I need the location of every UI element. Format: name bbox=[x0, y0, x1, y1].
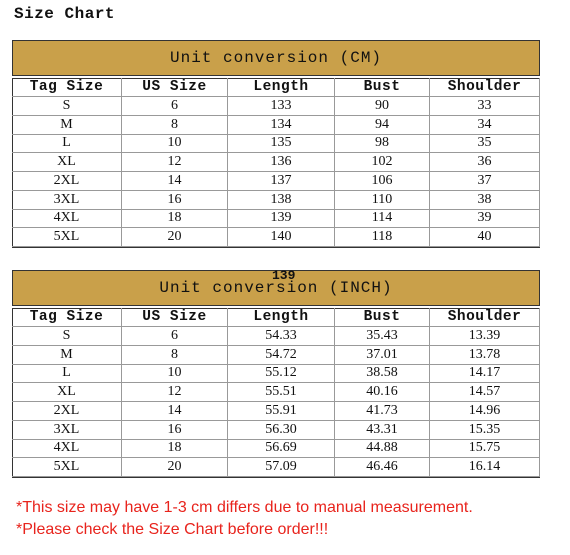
table-caption: Unit conversion (INCH) bbox=[12, 270, 540, 306]
note: *This size may have 1-3 cm differs due t… bbox=[16, 499, 473, 516]
table-cell: 110 bbox=[335, 190, 430, 210]
table-cell: 6 bbox=[122, 327, 228, 346]
table-cell: 55.91 bbox=[228, 402, 335, 421]
table-cell: 39 bbox=[430, 209, 540, 229]
table-cell: 36 bbox=[430, 153, 540, 172]
table-cell: M bbox=[12, 345, 122, 365]
table-cell: 54.72 bbox=[228, 345, 335, 365]
column-header: US Size bbox=[122, 308, 228, 327]
table-cell: 56.69 bbox=[228, 439, 335, 459]
table-cell: 14.96 bbox=[430, 402, 540, 421]
column-header: Tag Size bbox=[12, 308, 122, 327]
table-cell: 57.09 bbox=[228, 458, 335, 477]
table-cell: 13.78 bbox=[430, 345, 540, 365]
table-cell: 20 bbox=[122, 458, 228, 477]
table-cell: 8 bbox=[122, 115, 228, 135]
table-cell: 40.16 bbox=[335, 383, 430, 402]
table-cell: 135 bbox=[228, 134, 335, 154]
table-cell: 38.58 bbox=[335, 364, 430, 384]
table-cell: 14 bbox=[122, 402, 228, 421]
overlap-text: 139 bbox=[272, 268, 296, 283]
table-cell: 16 bbox=[122, 190, 228, 210]
table-cell: 37 bbox=[430, 172, 540, 191]
column-header: Bust bbox=[335, 78, 430, 97]
table-cell: M bbox=[12, 115, 122, 135]
table-cell: L bbox=[12, 134, 122, 154]
column-header: Length bbox=[228, 78, 335, 97]
table-cell: 34 bbox=[430, 115, 540, 135]
table-cell: 55.51 bbox=[228, 383, 335, 402]
table-cell: 138 bbox=[228, 190, 335, 210]
table-cell: XL bbox=[12, 383, 122, 402]
table-cell: S bbox=[12, 97, 122, 116]
table-caption: Unit conversion (CM) bbox=[12, 40, 540, 76]
table-cell: 5XL bbox=[12, 228, 122, 247]
table-cell: 33 bbox=[430, 97, 540, 116]
table-cell: 140 bbox=[228, 228, 335, 247]
table-cell: 35.43 bbox=[335, 327, 430, 346]
table-cell: 14.57 bbox=[430, 383, 540, 402]
table-cell: 133 bbox=[228, 97, 335, 116]
table-cell: 56.30 bbox=[228, 420, 335, 440]
table-cell: 15.75 bbox=[430, 439, 540, 459]
table-cell: 2XL bbox=[12, 172, 122, 191]
column-header: Shoulder bbox=[430, 308, 540, 327]
table-cell: 2XL bbox=[12, 402, 122, 421]
table-cell: 136 bbox=[228, 153, 335, 172]
table-cell: 12 bbox=[122, 383, 228, 402]
table-cell: 15.35 bbox=[430, 420, 540, 440]
table-cell: 94 bbox=[335, 115, 430, 135]
table-cell: 14.17 bbox=[430, 364, 540, 384]
column-header: US Size bbox=[122, 78, 228, 97]
table-cell: 3XL bbox=[12, 420, 122, 440]
table-cell: 134 bbox=[228, 115, 335, 135]
table-cell: 90 bbox=[335, 97, 430, 116]
table-cell: 41.73 bbox=[335, 402, 430, 421]
page-title: Size Chart bbox=[14, 5, 116, 23]
column-header: Bust bbox=[335, 308, 430, 327]
table-cell: 5XL bbox=[12, 458, 122, 477]
column-header: Length bbox=[228, 308, 335, 327]
table-cell: 102 bbox=[335, 153, 430, 172]
table-cell: 35 bbox=[430, 134, 540, 154]
table-cell: 14 bbox=[122, 172, 228, 191]
table-cell: 3XL bbox=[12, 190, 122, 210]
table-cell: 4XL bbox=[12, 209, 122, 229]
table-cell: XL bbox=[12, 153, 122, 172]
table-cell: 10 bbox=[122, 364, 228, 384]
table-cell: 40 bbox=[430, 228, 540, 247]
table-cell: 4XL bbox=[12, 439, 122, 459]
note: *Please check the Size Chart before orde… bbox=[16, 521, 329, 538]
table-cell: 37.01 bbox=[335, 345, 430, 365]
table-cell: 13.39 bbox=[430, 327, 540, 346]
table-cell: 6 bbox=[122, 97, 228, 116]
table-cell: 10 bbox=[122, 134, 228, 154]
table-cell: 106 bbox=[335, 172, 430, 191]
table-cell: L bbox=[12, 364, 122, 384]
table-cell: 118 bbox=[335, 228, 430, 247]
table-cell: 43.31 bbox=[335, 420, 430, 440]
column-header: Shoulder bbox=[430, 78, 540, 97]
table-cell: 44.88 bbox=[335, 439, 430, 459]
table-cell: 12 bbox=[122, 153, 228, 172]
table-cell: 98 bbox=[335, 134, 430, 154]
table-cell: 137 bbox=[228, 172, 335, 191]
table-cell: 8 bbox=[122, 345, 228, 365]
table-cell: 55.12 bbox=[228, 364, 335, 384]
table-cell: 16.14 bbox=[430, 458, 540, 477]
table-cell: 16 bbox=[122, 420, 228, 440]
table-cell: 38 bbox=[430, 190, 540, 210]
table-cell: 114 bbox=[335, 209, 430, 229]
table-cell: 18 bbox=[122, 439, 228, 459]
table-cell: 46.46 bbox=[335, 458, 430, 477]
table-cell: 18 bbox=[122, 209, 228, 229]
table-cell: 20 bbox=[122, 228, 228, 247]
column-header: Tag Size bbox=[12, 78, 122, 97]
table-cell: S bbox=[12, 327, 122, 346]
table-cell: 54.33 bbox=[228, 327, 335, 346]
table-cell: 139 bbox=[228, 209, 335, 229]
